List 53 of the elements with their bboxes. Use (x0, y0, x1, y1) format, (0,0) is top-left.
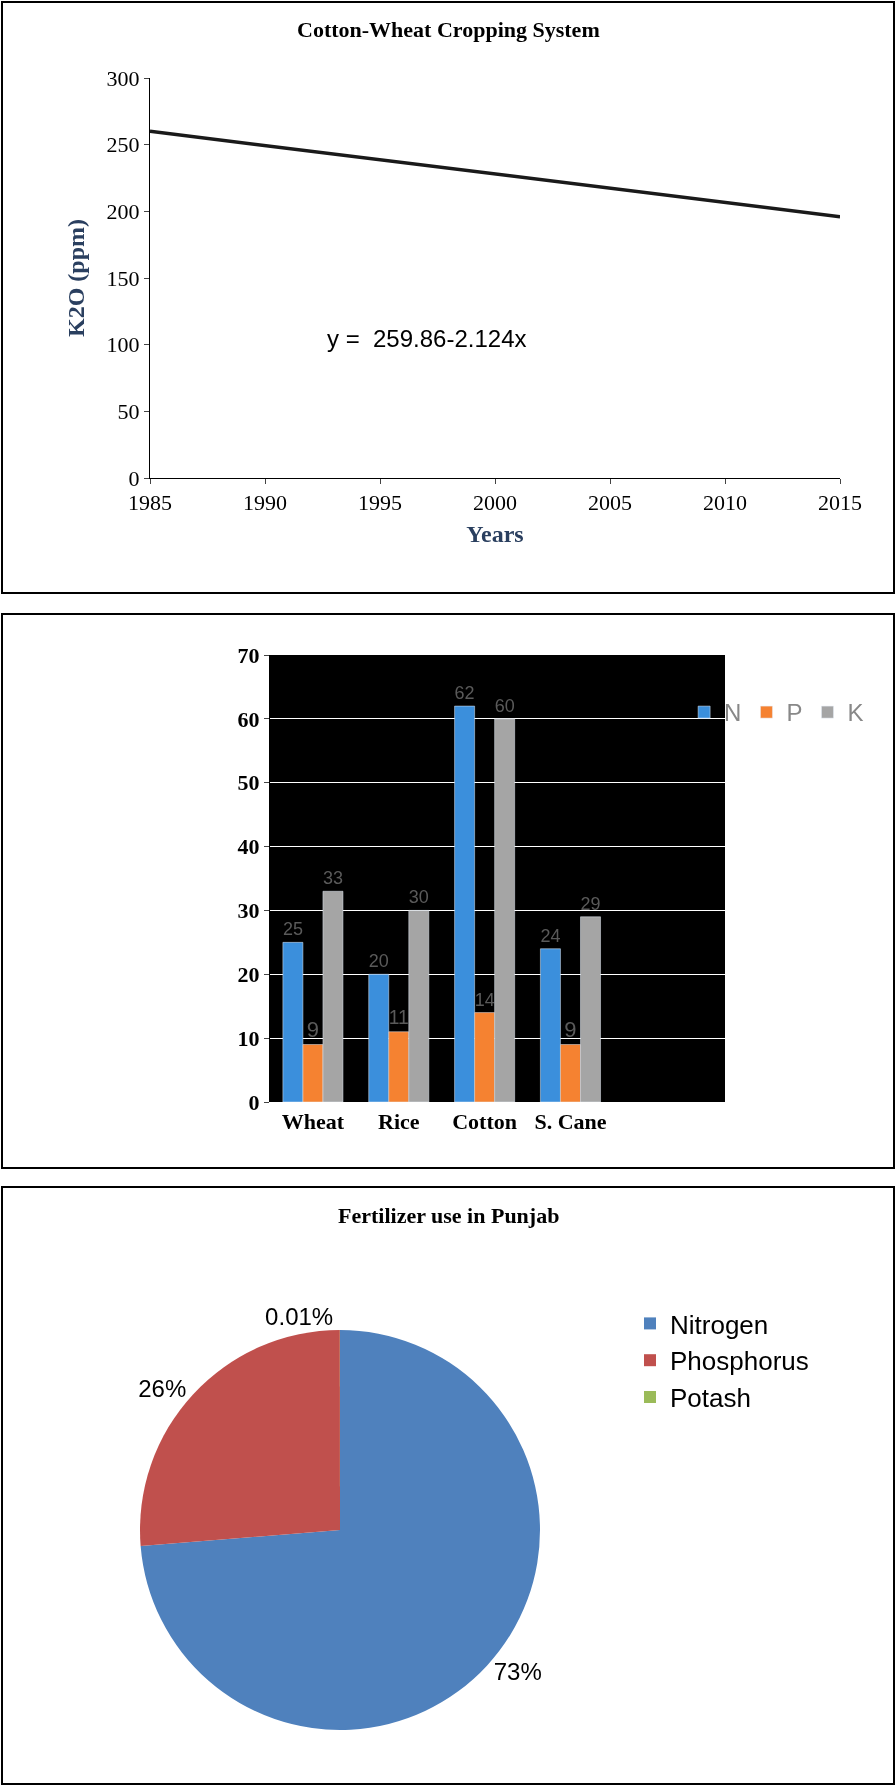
x-tick-label: S. Cane (534, 1109, 607, 1135)
y-tick-label: 30 (237, 898, 260, 924)
y-tick-label: 50 (237, 770, 260, 796)
legend-label: K (847, 699, 864, 727)
y-axis-title: K2O (ppm) (62, 218, 89, 338)
y-tick-label: 150 (106, 265, 140, 291)
pie-slice (140, 1330, 540, 1730)
legend-label: Potash (670, 1383, 751, 1414)
y-tick-label: 250 (106, 132, 140, 158)
y-tick-label: 20 (237, 961, 260, 987)
y-tick-label: 200 (106, 199, 140, 225)
legend-label: Phosphorus (670, 1346, 809, 1377)
data-label: 25 (282, 919, 303, 940)
data-label: 60 (494, 695, 515, 716)
x-tick-label: 1995 (358, 490, 402, 516)
data-label: 73% (493, 1658, 542, 1686)
y-tick-label: 50 (117, 399, 140, 425)
data-label: 29 (580, 893, 601, 914)
x-tick-label: Rice (378, 1109, 420, 1135)
x-tick-label: 2000 (473, 490, 517, 516)
annotation: y = 259.86-2.124x (327, 325, 527, 352)
chart-title: Cotton-Wheat Cropping System (297, 17, 600, 42)
y-tick-label: 100 (106, 332, 140, 358)
legend-label: N (724, 699, 742, 727)
x-tick-label: Wheat (281, 1109, 345, 1135)
x-tick-label: 1990 (243, 490, 287, 516)
y-tick-label: 0 (128, 465, 140, 491)
x-tick-label: 1985 (128, 490, 172, 516)
data-label: 62 (454, 683, 475, 703)
x-tick-label: 2015 (818, 490, 862, 516)
y-tick-label: 0 (248, 1089, 260, 1115)
y-tick-label: 70 (237, 642, 260, 668)
y-tick-label: 10 (237, 1025, 260, 1051)
legend-label: P (786, 699, 803, 727)
data-label: 0.01% (265, 1303, 334, 1330)
data-label: 11 (388, 1007, 409, 1029)
x-tick-label: 2005 (588, 490, 632, 516)
data-label: 9 (564, 1016, 577, 1042)
data-label: 26% (138, 1374, 187, 1402)
y-tick-label: 300 (106, 65, 140, 91)
x-tick-label: 2010 (703, 490, 747, 516)
x-tick-label: Cotton (452, 1109, 518, 1135)
pie-slice (140, 1330, 340, 1546)
y-tick-label: 40 (237, 834, 260, 860)
data-label: 30 (408, 887, 429, 908)
data-label: 33 (322, 868, 343, 889)
data-label: 20 (368, 951, 389, 972)
y-tick-label: 60 (237, 706, 260, 732)
x-axis-title: Years (466, 520, 524, 547)
data-label: 24 (540, 925, 561, 946)
legend-label: Nitrogen (670, 1309, 769, 1340)
data-label: 9 (306, 1016, 320, 1042)
chart-title: Fertilizer use in Punjab (338, 1203, 560, 1228)
